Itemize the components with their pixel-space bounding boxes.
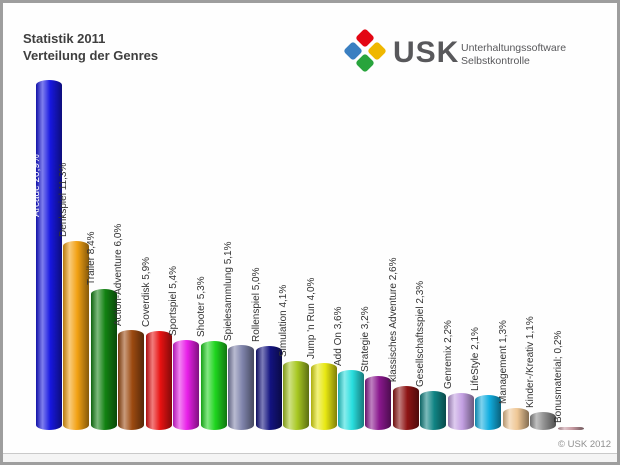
bar-gesellschaftsspiel [420, 391, 447, 430]
bar-label: Add On 3,6% [332, 306, 344, 366]
bar-sportspiel [173, 340, 200, 430]
bar-action-adventure [118, 330, 145, 430]
bar-label: klassisches Adventure 2,6% [387, 257, 399, 382]
bar-arcade [36, 80, 62, 430]
bar-coverdisk [145, 331, 172, 430]
bar-add-on [337, 370, 364, 430]
logo-wordmark: USK [393, 36, 460, 69]
bar-simulation [283, 361, 310, 430]
bar-jump-n-run [310, 363, 337, 430]
bar-label: Spielesammlung 5,1% [223, 241, 235, 342]
bar-genremix [447, 393, 474, 430]
bar-label: LifeStyle 2,1% [470, 327, 482, 391]
bar-management [502, 408, 529, 430]
bar-label: Jump 'n Run 4,0% [305, 277, 317, 359]
bar-label: Rollenspiel 5,0% [250, 267, 262, 343]
bar-trailer [90, 289, 117, 430]
bar-label: Action-Adventure 6,0% [113, 223, 125, 326]
copyright-text: © USK 2012 [558, 439, 611, 450]
logo-subtitle: Unterhaltungssoftware Selbstkontrolle [461, 42, 566, 67]
bar-shooter [200, 341, 227, 430]
bar-strategie [365, 376, 392, 430]
bar-klassisches-adventure [392, 386, 419, 430]
bar-label: Management 1,3% [497, 320, 509, 404]
bar-label: Coverdisk 5,9% [140, 256, 152, 327]
bar-label: Gesellschaftsspiel 2,3% [415, 280, 427, 387]
bar-kinder-kreativ [530, 412, 557, 430]
logo-subtitle-line2: Selbstkontrolle [461, 54, 530, 67]
title-line1: Statistik 2011 [23, 31, 106, 46]
bar-bonusmaterial [557, 427, 584, 430]
bar-label: Trailer 8,4% [85, 231, 97, 285]
title-line2: Verteilung der Genres [23, 48, 159, 63]
logo-subtitle-line1: Unterhaltungssoftware [461, 42, 567, 54]
bar-denkspiel [63, 241, 90, 430]
bar-rollenspiel [255, 346, 282, 430]
bar-label: Kinder-/Kreativ 1,1% [525, 316, 537, 408]
bar-spielesammlung [228, 345, 255, 430]
bar-label: Sportspiel 5,4% [168, 265, 180, 336]
bar-label: Arcade 20,9% [31, 154, 42, 217]
chart-title: Statistik 2011 Verteilung der Genres [23, 30, 158, 64]
bar-label: Genremix 2,2% [442, 320, 454, 389]
bar-lifestyle [475, 395, 502, 430]
bar-label: Strategie 3,2% [360, 306, 372, 372]
bar-label: Simulation 4,1% [278, 284, 290, 357]
bar-label: Denkspiel 11,3% [58, 162, 70, 237]
bar-label: Shooter 5,3% [195, 276, 207, 337]
bar-label: Bonusmaterial; 0,2% [552, 330, 564, 423]
bottom-strip [3, 453, 617, 462]
